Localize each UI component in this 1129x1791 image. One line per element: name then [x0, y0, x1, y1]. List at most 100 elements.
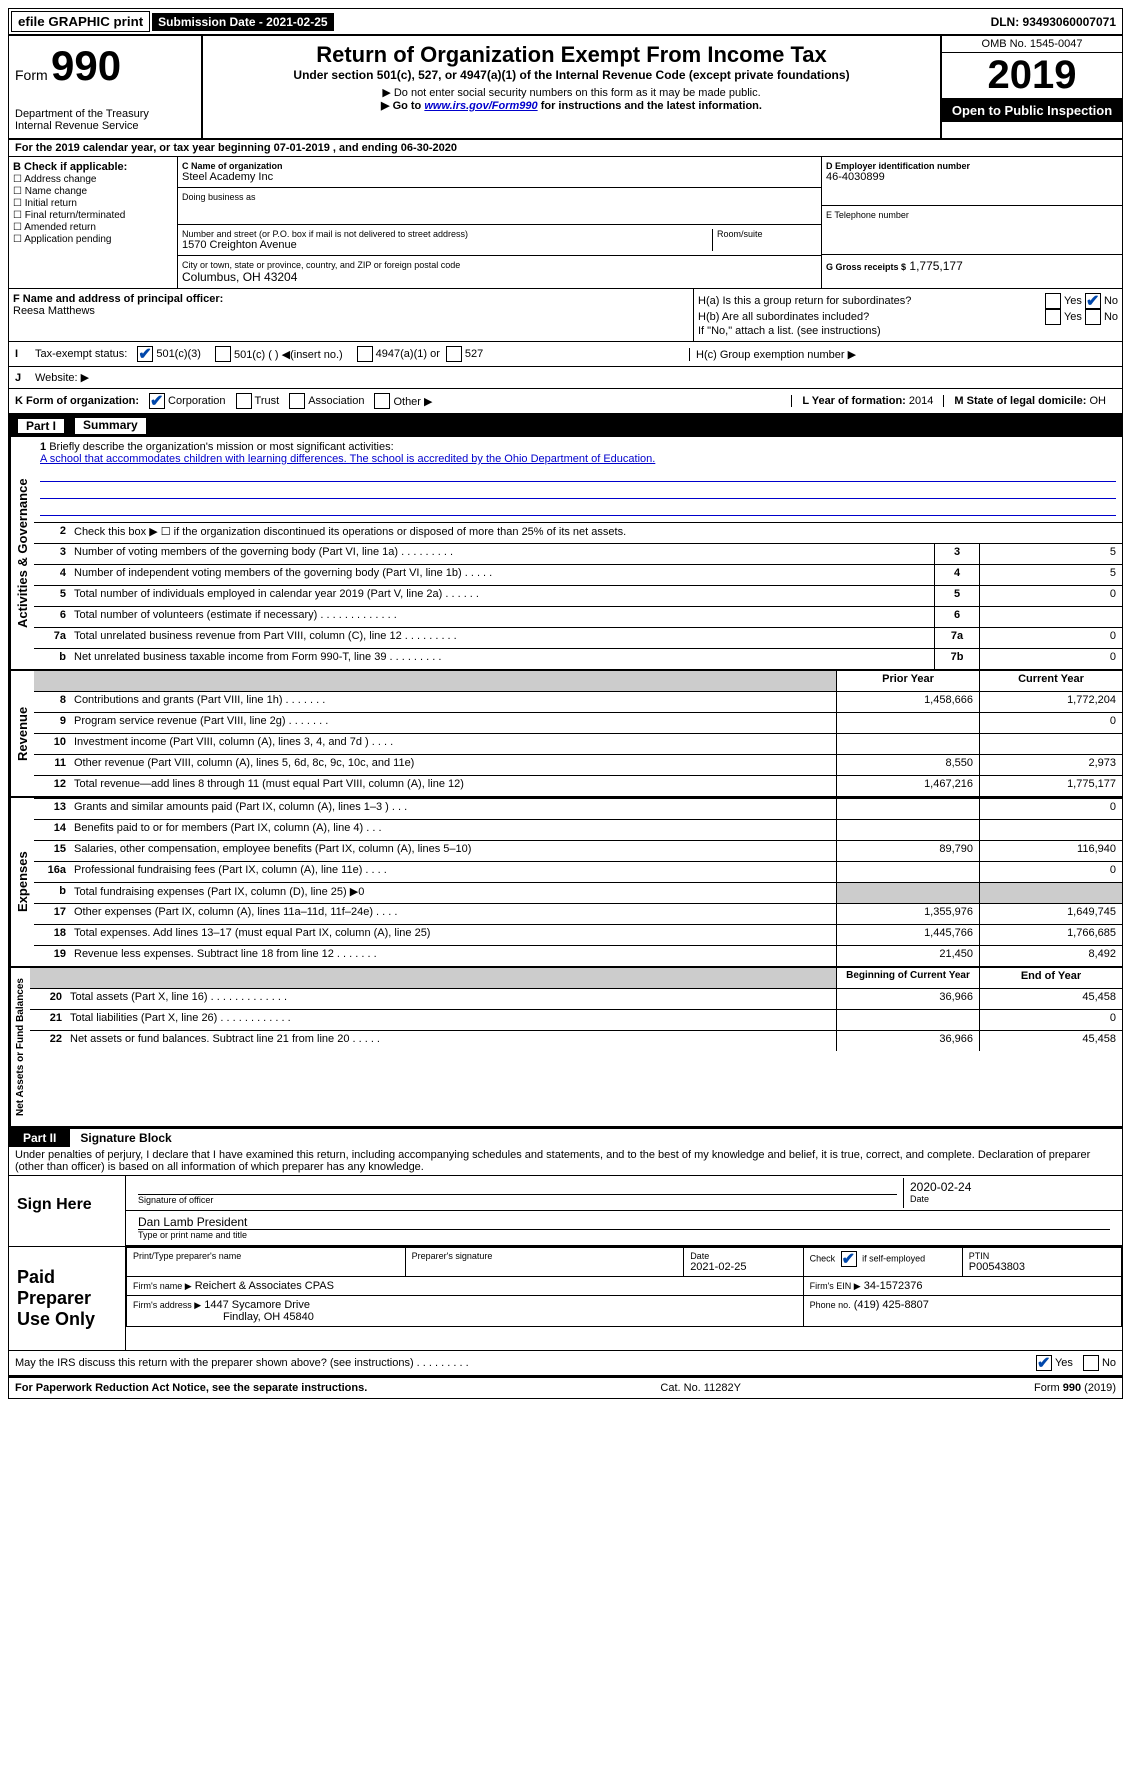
mission-blank-line-2 [40, 484, 1116, 499]
chk-corporation[interactable] [149, 393, 165, 409]
phone-label: E Telephone number [826, 210, 1118, 220]
submission-date-badge: Submission Date - 2021-02-25 [152, 13, 333, 31]
right-column: D Employer identification number 46-4030… [822, 157, 1122, 288]
mission-prompt: Briefly describe the organization's miss… [49, 441, 393, 453]
sig-officer-label: Signature of officer [138, 1195, 897, 1205]
data-row-12: 12Total revenue—add lines 8 through 11 (… [34, 775, 1122, 796]
opt-4947: 4947(a)(1) or [376, 348, 440, 360]
city-label: City or town, state or province, country… [182, 260, 817, 270]
ein-label: D Employer identification number [826, 161, 1118, 171]
form-subtitle: Under section 501(c), 527, or 4947(a)(1)… [209, 68, 934, 82]
h-b-note: If "No," attach a list. (see instruction… [698, 325, 1118, 337]
mission-blank-line-1 [40, 467, 1116, 482]
box-f-label: F Name and address of principal officer: [13, 293, 689, 305]
city-state-zip: Columbus, OH 43204 [182, 270, 817, 284]
ein-value: 46-4030899 [826, 171, 1118, 183]
data-row-17: 17Other expenses (Part IX, column (A), l… [34, 903, 1122, 924]
ha-no-checkbox[interactable] [1085, 293, 1101, 309]
chk-initial-return[interactable]: ☐ Initial return [13, 198, 173, 209]
gov-row-5: 5Total number of individuals employed in… [34, 585, 1122, 606]
tax-year: 2019 [942, 53, 1122, 99]
firm-ein-label: Firm's EIN ▶ [810, 1281, 861, 1291]
year-box: OMB No. 1545-0047 2019 Open to Public In… [940, 36, 1122, 138]
gov-row-3: 3Number of voting members of the governi… [34, 543, 1122, 564]
sign-here-section: Sign Here Signature of officer 2020-02-2… [9, 1175, 1122, 1246]
top-bar: efile GRAPHIC print Submission Date - 20… [9, 9, 1122, 36]
form-title: Return of Organization Exempt From Incom… [209, 42, 934, 68]
discuss-no-checkbox[interactable] [1083, 1355, 1099, 1371]
gov-row-6: 6Total number of volunteers (estimate if… [34, 606, 1122, 627]
vert-expenses: Expenses [9, 798, 34, 966]
discuss-row: May the IRS discuss this return with the… [9, 1351, 1122, 1377]
prep-sig-label: Preparer's signature [412, 1251, 678, 1261]
paid-preparer-label: Paid Preparer Use Only [9, 1247, 126, 1350]
ptin-value: P00543803 [969, 1261, 1115, 1273]
h-c-row: H(c) Group exemption number ▶ [689, 348, 1116, 361]
chk-527[interactable] [446, 346, 462, 362]
instructions-link[interactable]: www.irs.gov/Form990 [424, 100, 537, 112]
box-j-row: J Website: ▶ [9, 367, 1122, 389]
mission-num: 1 [40, 441, 46, 453]
prep-date-label: Date [690, 1251, 796, 1261]
chk-4947[interactable] [357, 346, 373, 362]
self-employed-checkbox[interactable] [841, 1251, 857, 1267]
prep-name-label: Print/Type preparer's name [133, 1251, 399, 1261]
chk-trust[interactable] [236, 393, 252, 409]
line-a-text: For the 2019 calendar year, or tax year … [15, 142, 457, 154]
firm-name-label: Firm's name ▶ [133, 1281, 192, 1291]
chk-501c3[interactable] [137, 346, 153, 362]
box-b: B Check if applicable: ☐ Address change … [9, 157, 178, 288]
f-h-row: F Name and address of principal officer:… [9, 289, 1122, 342]
expenses-body: Expenses 13Grants and similar amounts pa… [9, 798, 1122, 968]
ha-yes-label: Yes [1064, 295, 1082, 307]
hb-yes-label: Yes [1064, 311, 1082, 323]
discuss-yes-checkbox[interactable] [1036, 1355, 1052, 1371]
opt-trust: Trust [255, 395, 280, 407]
warn-link-row: ▶ Go to www.irs.gov/Form990 for instruct… [209, 99, 934, 112]
revenue-section: Prior Year Current Year 8Contributions a… [34, 671, 1122, 796]
opt-assoc: Association [308, 395, 364, 407]
chk-other[interactable] [374, 393, 390, 409]
ha-yes-checkbox[interactable] [1045, 293, 1061, 309]
data-row-11: 11Other revenue (Part VIII, column (A), … [34, 754, 1122, 775]
data-row-14: 14Benefits paid to or for members (Part … [34, 819, 1122, 840]
hb-yes-checkbox[interactable] [1045, 309, 1061, 325]
data-row-9: 9Program service revenue (Part VIII, lin… [34, 712, 1122, 733]
gov-row-7a: 7aTotal unrelated business revenue from … [34, 627, 1122, 648]
org-name: Steel Academy Inc [182, 171, 817, 183]
chk-address-change[interactable]: ☐ Address change [13, 174, 173, 185]
form-990-page: efile GRAPHIC print Submission Date - 20… [8, 8, 1123, 1399]
room-label: Room/suite [717, 229, 817, 239]
data-row-19: 19Revenue less expenses. Subtract line 1… [34, 945, 1122, 966]
chk-final-return[interactable]: ☐ Final return/terminated [13, 210, 173, 221]
gov-row-2: 2Check this box ▶ ☐ if the organization … [34, 522, 1122, 543]
data-row-22: 22Net assets or fund balances. Subtract … [30, 1030, 1122, 1051]
part-2-header: Part II Signature Block [9, 1128, 1122, 1147]
chk-association[interactable] [289, 393, 305, 409]
mission-blank-line-3 [40, 501, 1116, 516]
warn2-post: for instructions and the latest informat… [541, 100, 762, 112]
street-address: 1570 Creighton Avenue [182, 239, 712, 251]
chk-name-change[interactable]: ☐ Name change [13, 186, 173, 197]
chk-501c[interactable] [215, 346, 231, 362]
omb-number: OMB No. 1545-0047 [942, 36, 1122, 53]
hb-no-checkbox[interactable] [1085, 309, 1101, 325]
firm-name: Reichert & Associates CPAS [195, 1280, 334, 1292]
box-b-label: B Check if applicable: [13, 161, 173, 173]
opt-501c: 501(c) ( ) ◀(insert no.) [234, 348, 343, 361]
org-name-label: C Name of organization [182, 161, 817, 171]
part-2-title: Signature Block [70, 1129, 1122, 1147]
data-row-8: 8Contributions and grants (Part VIII, li… [34, 691, 1122, 712]
gov-row-4: 4Number of independent voting members of… [34, 564, 1122, 585]
opt-501c3: 501(c)(3) [156, 348, 201, 360]
prep-date: 2021-02-25 [690, 1261, 796, 1273]
efile-print-button[interactable]: efile GRAPHIC print [11, 11, 150, 32]
year-formation-label: L Year of formation: [802, 395, 906, 407]
ha-no-label: No [1104, 295, 1118, 307]
identity-section: B Check if applicable: ☐ Address change … [9, 157, 1122, 289]
vert-netassets: Net Assets or Fund Balances [9, 968, 30, 1126]
chk-amended[interactable]: ☐ Amended return [13, 222, 173, 233]
year-formation: 2014 [909, 395, 933, 407]
chk-app-pending[interactable]: ☐ Application pending [13, 234, 173, 245]
form-prefix: Form [15, 67, 48, 83]
